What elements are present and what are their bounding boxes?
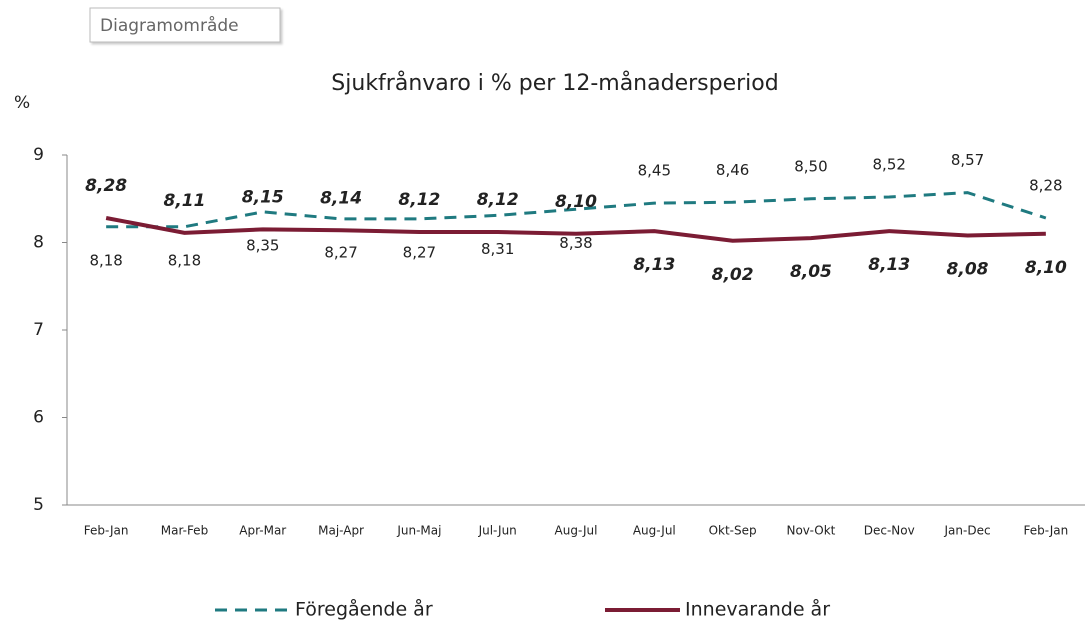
x-tick-label: Jul-Jun xyxy=(478,524,517,538)
data-label: 8,12 xyxy=(477,190,519,210)
data-label: 8,27 xyxy=(403,243,436,261)
data-label: 8,11 xyxy=(163,191,205,211)
x-tick-label: Jun-Maj xyxy=(396,524,441,538)
data-label: 8,28 xyxy=(85,176,127,196)
y-tick-label: 8 xyxy=(33,233,44,253)
y-tick-label: 5 xyxy=(33,495,44,515)
data-label: 8,02 xyxy=(712,265,754,285)
data-label: 8,28 xyxy=(1029,177,1062,195)
data-label: 8,57 xyxy=(951,151,984,169)
data-label: 8,27 xyxy=(324,243,357,261)
legend-label: Föregående år xyxy=(295,598,433,621)
x-tick-label: Mar-Feb xyxy=(161,524,208,538)
data-label: 8,18 xyxy=(168,251,201,269)
y-tick-label: 7 xyxy=(33,320,44,340)
x-tick-label: Dec-Nov xyxy=(864,524,915,538)
data-label: 8,12 xyxy=(398,190,440,210)
data-label: 8,18 xyxy=(89,251,122,269)
data-label: 8,13 xyxy=(868,255,910,275)
data-label: 8,10 xyxy=(555,192,597,212)
x-tick-label: Maj-Apr xyxy=(318,524,364,538)
x-tick-label: Feb-Jan xyxy=(1023,524,1068,538)
data-label: 8,52 xyxy=(873,156,906,174)
data-label: 8,13 xyxy=(633,255,675,275)
tooltip-box xyxy=(89,7,281,43)
y-tick-label: 9 xyxy=(33,145,44,165)
x-tick-label: Apr-Mar xyxy=(239,524,286,538)
chart-title: Sjukfrånvaro i % per 12-månadersperiod xyxy=(331,70,778,96)
x-tick-label: Jan-Dec xyxy=(944,524,991,538)
data-label: 8,38 xyxy=(559,234,592,252)
data-label: 8,45 xyxy=(638,162,671,180)
x-tick-label: Aug-Jul xyxy=(555,524,598,538)
y-tick-label: 6 xyxy=(33,408,44,428)
data-label: 8,14 xyxy=(320,188,362,208)
line-series xyxy=(106,191,1047,229)
data-label: 8,10 xyxy=(1025,258,1067,278)
data-label: 8,35 xyxy=(246,236,279,254)
data-label: 8,50 xyxy=(794,157,827,175)
tooltip: Diagramområde xyxy=(100,15,239,36)
legend-label: Innevarande år xyxy=(685,598,830,621)
y-axis-label: % xyxy=(14,93,30,113)
data-label: 8,05 xyxy=(790,262,832,282)
x-tick-label: Okt-Sep xyxy=(709,524,757,538)
x-tick-label: Nov-Okt xyxy=(786,524,835,538)
x-tick-label: Feb-Jan xyxy=(84,524,129,538)
data-label: 8,15 xyxy=(242,187,284,207)
x-tick-label: Aug-Jul xyxy=(633,524,676,538)
line-series xyxy=(105,216,1046,243)
data-label: 8,08 xyxy=(947,260,989,280)
data-label: 8,31 xyxy=(481,240,514,258)
data-label: 8,46 xyxy=(716,161,749,179)
